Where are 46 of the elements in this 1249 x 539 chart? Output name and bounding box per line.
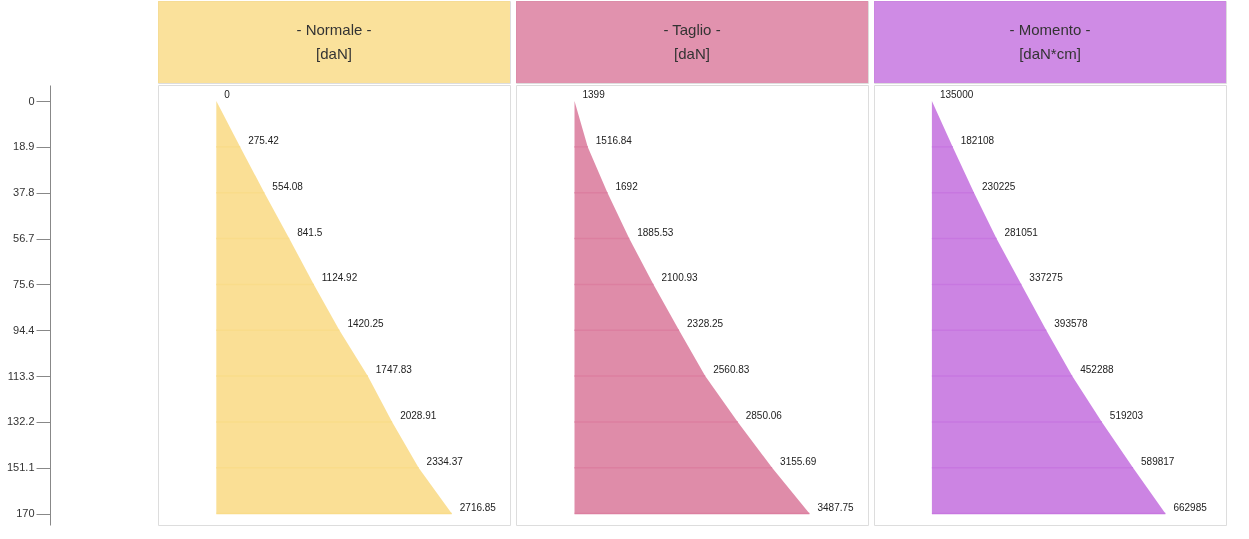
- data-label: 1399: [582, 89, 606, 101]
- data-label: 2716.85: [459, 501, 497, 513]
- chart-title: - Taglio -: [663, 21, 721, 38]
- data-label: 230225: [982, 180, 1016, 192]
- y-tick-label: 0: [28, 94, 35, 107]
- chart-subtitle: [daN*cm]: [1019, 45, 1081, 62]
- data-label: 2028.91: [400, 409, 437, 421]
- data-label: 275.42: [248, 134, 280, 146]
- data-label: 3155.69: [780, 455, 817, 467]
- data-label: 1692: [615, 180, 639, 192]
- data-label: 2560.83: [713, 364, 750, 376]
- y-tick-label: 151.1: [6, 461, 35, 474]
- data-label: 393578: [1054, 318, 1089, 330]
- data-label: 2850.06: [745, 409, 783, 421]
- data-label: 1420.25: [347, 318, 384, 330]
- data-label: 452288: [1080, 364, 1115, 376]
- chart-subtitle: [daN]: [674, 45, 710, 62]
- data-label: 1747.83: [375, 364, 413, 376]
- data-label: 0: [224, 89, 231, 101]
- y-tick-label: 170: [16, 507, 35, 520]
- data-label: 2328.25: [687, 318, 724, 330]
- data-label: 1885.53: [637, 226, 674, 238]
- y-tick-label: 37.8: [13, 186, 35, 199]
- data-label: 281051: [1004, 226, 1039, 238]
- y-tick-label: 75.6: [13, 277, 35, 290]
- chart-subtitle: [daN]: [316, 45, 352, 62]
- y-tick-label: 94.4: [13, 323, 35, 336]
- y-tick-label: 113.3: [7, 369, 35, 382]
- data-label: 135000: [939, 89, 974, 101]
- data-label: 2100.93: [661, 272, 699, 284]
- data-label: 519203: [1109, 409, 1144, 421]
- y-tick-label: 18.9: [13, 140, 35, 153]
- chart-title: - Momento -: [1009, 21, 1091, 38]
- data-label: 1124.92: [321, 272, 358, 284]
- data-label: 662985: [1173, 501, 1208, 513]
- chart-title: - Normale -: [296, 21, 372, 38]
- data-label: 2334.37: [426, 455, 464, 467]
- y-tick-label: 132.2: [6, 415, 35, 428]
- data-label: 182108: [960, 134, 995, 146]
- data-label: 337275: [1029, 272, 1064, 284]
- data-label: 589817: [1141, 455, 1175, 467]
- y-tick-label: 56.7: [13, 232, 35, 245]
- data-label: 3487.75: [817, 501, 855, 513]
- data-label: 841.5: [297, 226, 323, 238]
- data-label: 1516.84: [595, 134, 633, 146]
- data-label: 554.08: [272, 180, 304, 192]
